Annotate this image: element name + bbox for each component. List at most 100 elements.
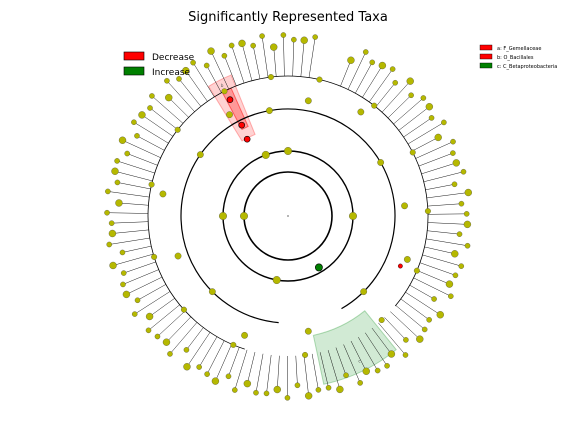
taxon-order-node [304, 327, 312, 335]
tree-branch [375, 82, 396, 108]
taxon-leaf-node [458, 200, 465, 207]
taxon-leaf-node [378, 61, 387, 70]
taxon-leaf-node [284, 395, 291, 401]
taxon-family-node [148, 181, 155, 188]
tree-branch [283, 35, 285, 77]
taxon-leaf-node [134, 133, 140, 139]
tree-branch [273, 47, 277, 77]
taxon-leaf-node [362, 367, 370, 375]
taxon-family-node [181, 306, 187, 313]
taxon-leaf-node [115, 199, 123, 207]
legend-right: a: F_Gemellaceae b: O_Bacillales c: C_Be… [479, 44, 557, 70]
tree-branch [192, 62, 215, 98]
node-gemellaceae [238, 121, 245, 129]
tree-branch [343, 344, 361, 383]
tree-branch [261, 36, 269, 78]
tree-branch [416, 270, 450, 285]
tree-branch [419, 262, 456, 276]
tree-branch [109, 237, 150, 245]
taxon-leaf-node [182, 67, 190, 75]
tree-branch [424, 246, 455, 255]
taxon-leaf-node [167, 351, 173, 357]
taxon-leaf-node [165, 93, 173, 102]
tree-branch [427, 203, 462, 207]
tree-branch [381, 81, 411, 113]
tree-branch [224, 55, 237, 86]
tree-branch [133, 122, 169, 144]
taxon-leaf-node [452, 272, 459, 279]
tree-branch [403, 117, 432, 138]
taxon-order-node [357, 108, 365, 116]
taxon-order-node [174, 252, 182, 260]
taxon-leaf-node [374, 367, 381, 374]
taxon-class-node [261, 150, 270, 159]
tree-branch [409, 284, 435, 300]
tree-branch [277, 355, 280, 390]
tree-branch [390, 311, 420, 340]
taxon-leaf-node [138, 111, 146, 119]
ring-order [180, 108, 396, 324]
tree-branch [427, 230, 460, 235]
tree-branch [157, 310, 186, 337]
taxon-order-node [197, 151, 204, 158]
tree-branch [117, 182, 151, 190]
tree-branch [415, 141, 454, 159]
legend-label-increase: Increase [152, 68, 191, 78]
ring-family [147, 75, 429, 350]
taxon-leaf-node [450, 150, 456, 156]
taxon-leaf-node [280, 32, 287, 38]
tree-branch [149, 107, 178, 130]
taxon-family-node [221, 88, 228, 95]
tree-branch [241, 43, 253, 81]
taxon-leaf-node [250, 42, 256, 49]
taxon-leaf-node [406, 77, 414, 85]
figure-title: Significantly Represented Taxa [188, 10, 388, 25]
taxon-leaf-node [456, 231, 463, 237]
taxon-leaf-node [403, 337, 409, 343]
taxon-leaf-node [228, 42, 235, 49]
tree-branch [168, 97, 189, 118]
taxon-order-node [377, 159, 385, 166]
tree-branch [112, 253, 154, 266]
tree-branch [107, 212, 149, 214]
taxon-leaf-node [458, 263, 465, 269]
node-bacillales [226, 96, 234, 103]
taxon-leaf-node [134, 297, 141, 304]
taxon-leaf-node [120, 270, 127, 276]
taxon-leaf-node [176, 76, 182, 82]
tree-branch [418, 152, 453, 167]
taxon-leaf-node [451, 181, 458, 188]
taxon-leaf-node [451, 250, 459, 258]
legend-left: Decrease Increase [123, 51, 195, 78]
legend-swatch-gemellaceae [479, 44, 493, 51]
tree-branch [210, 50, 229, 90]
tree-branch [136, 135, 165, 151]
taxon-leaf-node [232, 387, 238, 393]
taxon-leaf-node [392, 80, 398, 86]
taxon-leaf-node [105, 188, 111, 195]
taxon-leaf-node [154, 333, 161, 340]
taxon-leaf-node [463, 211, 470, 217]
taxon-family-node [316, 76, 323, 83]
taxon-leaf-node [431, 296, 437, 302]
taxon-family-node [371, 102, 378, 109]
taxon-order-node [266, 107, 273, 114]
taxon-leaf-node [221, 52, 228, 59]
taxon-leaf-node [120, 281, 126, 288]
taxon-leaf-node [118, 136, 127, 144]
taxon-leaf-node [238, 39, 246, 48]
taxon-leaf-node [450, 138, 456, 145]
tree-branch [378, 322, 406, 356]
tree-branch [335, 347, 347, 376]
taxon-leaf-node [149, 93, 155, 99]
tree-branch [300, 40, 305, 77]
tree-branch [400, 298, 430, 320]
tree-branch [369, 68, 393, 103]
taxon-leaf-node [436, 311, 444, 319]
root-point [287, 215, 289, 217]
taxon-leaf-node [448, 293, 454, 299]
taxon-leaf-node [111, 167, 119, 175]
tree-branch [234, 349, 248, 391]
taxon-family-node [378, 317, 385, 323]
